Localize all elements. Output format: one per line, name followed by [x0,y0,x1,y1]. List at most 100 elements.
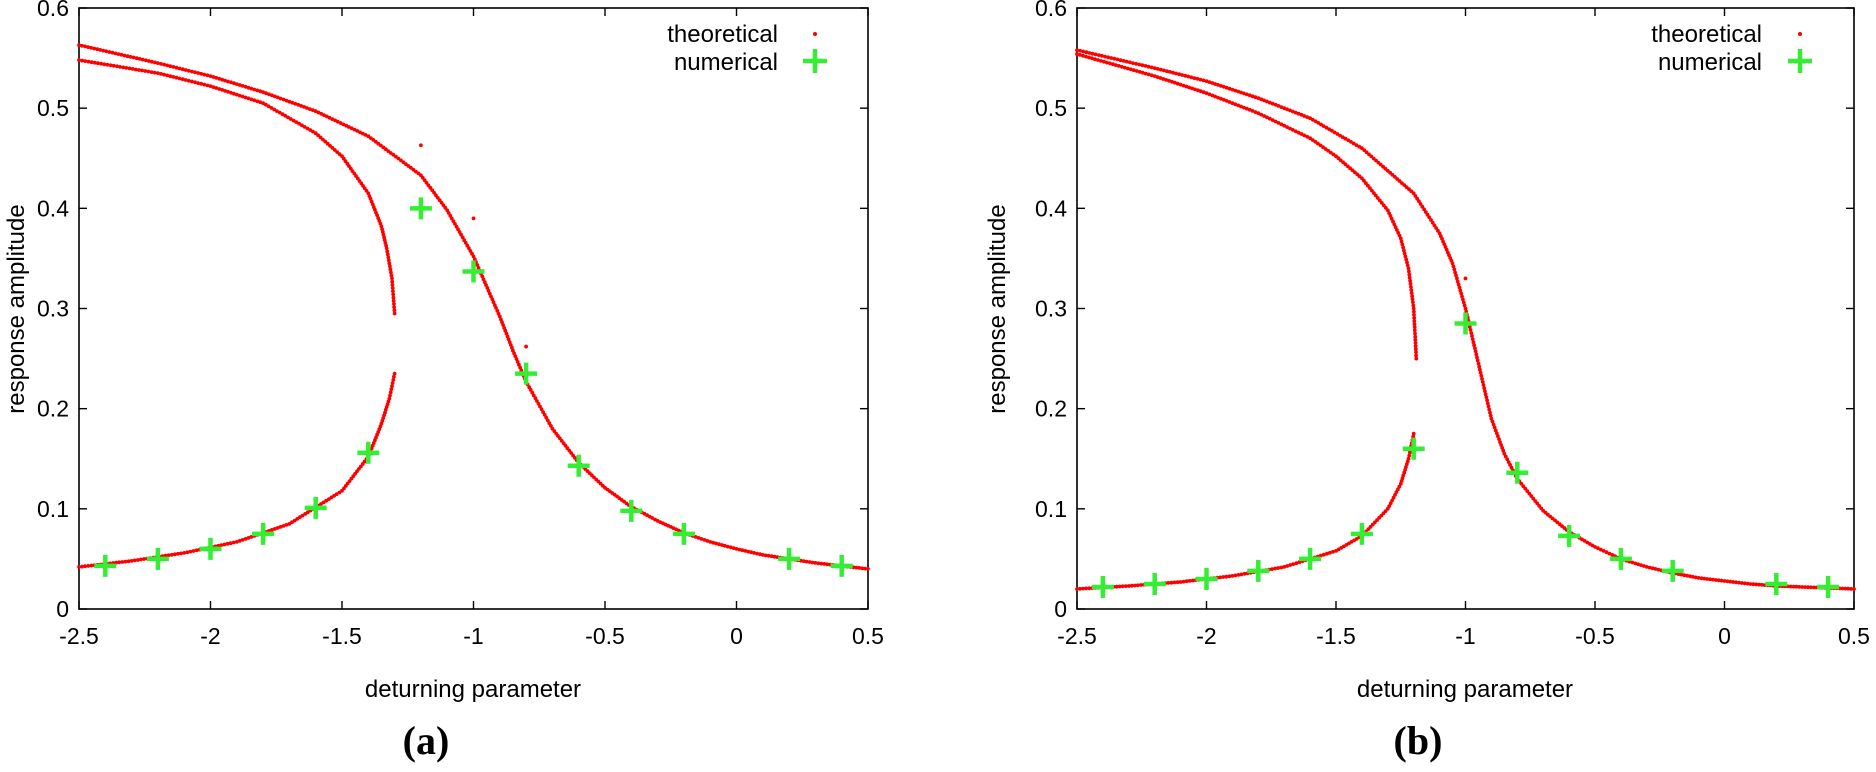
theoretical-point [123,559,128,564]
theoretical-point [133,67,138,72]
theoretical-point [1216,83,1220,87]
theoretical-point [1404,257,1409,262]
theoretical-point [696,536,701,540]
theoretical-point [549,424,553,428]
theoretical-point [1411,191,1416,196]
theoretical-point [171,75,176,79]
y-axis-ticks: 0 0.1 0.2 0.3 0.4 0.5 0.6 [37,0,868,622]
theoretical-point [763,553,768,558]
theoretical-point [114,560,118,565]
theoretical-point [1389,216,1394,221]
theoretical-point [237,83,242,87]
theoretical-point [737,547,742,552]
theoretical-point [389,387,394,392]
theoretical-point [1184,579,1189,584]
theoretical-point [1116,64,1121,68]
theoretical-point [1607,551,1612,556]
theoretical-point [1207,80,1212,84]
theoretical-point [758,552,762,557]
theoretical-point [1155,67,1160,71]
theoretical-point [278,525,283,529]
theoretical-point [807,560,812,564]
theoretical-point [1414,350,1418,355]
theoretical-point [1189,75,1194,80]
legend-label-numerical: numerical [674,49,778,76]
theoretical-point [118,65,122,69]
x-tick-label: -0.5 [585,623,625,649]
theoretical-point [1256,96,1261,100]
theoretical-point [1103,54,1107,59]
theoretical-point [722,543,727,548]
theoretical-point [300,513,305,518]
theoretical-point [1321,124,1326,128]
theoretical-point [1405,263,1410,268]
y-tick-label: 0.4 [37,195,69,221]
theoretical-point [193,70,197,75]
theoretical-point [1463,306,1468,311]
theoretical-point [193,80,197,85]
theoretical-point [261,90,265,94]
theoretical-point [246,85,251,90]
theoretical-point [1279,105,1284,109]
x-tick-label: 0 [730,623,743,649]
theoretical-point [1481,383,1486,387]
x-tick-label: -2 [200,623,220,649]
theoretical-point [1411,306,1416,311]
theoretical-point [1757,582,1761,587]
theoretical-point [185,550,190,555]
theoretical-point [1354,143,1359,148]
theoretical-point [1224,85,1229,90]
theoretical-point [769,554,774,559]
theoretical-point [1190,86,1194,91]
y-tick-label: 0 [56,596,69,622]
theoretical-point [731,546,736,550]
theoretical-point [485,286,490,290]
theoretical-point [1267,116,1272,121]
theoretical-point [1417,199,1421,204]
theoretical-point [720,543,724,547]
theoretical-point [111,63,116,68]
theoretical-point [92,46,97,51]
theoretical-point [1480,377,1484,381]
numerical-point [1817,575,1840,598]
numerical-point [620,499,643,522]
theoretical-point [490,297,495,302]
theoretical-point [1407,269,1411,274]
numerical-point [515,362,538,385]
theoretical-point [1332,130,1337,135]
theoretical-point [171,65,176,69]
theoretical-point [104,49,109,54]
theoretical-point [237,93,242,98]
theoretical-point [143,58,148,63]
theoretical-point [1469,331,1474,335]
numerical-point [357,441,380,464]
theoretical-point [169,552,174,557]
theoretical-point [1508,463,1512,467]
theoretical-point [1152,66,1157,70]
theoretical-point [385,252,390,257]
theoretical-point [1455,276,1459,281]
theoretical-point [1146,64,1151,69]
theoretical-point [1169,580,1174,585]
theoretical-point [386,255,391,260]
theoretical-point [1290,109,1295,114]
theoretical-point [1808,585,1813,590]
theoretical-point [1308,136,1312,141]
theoretical-point [1170,79,1174,84]
theoretical-point [1422,207,1426,212]
theoretical-point [128,55,133,59]
theoretical-point [1140,63,1145,68]
theoretical-point [1716,578,1721,583]
theoretical-point [1090,51,1095,56]
theoretical-point [1728,579,1733,584]
theoretical-point [391,295,396,300]
theoretical-point [1405,260,1409,265]
theoretical-point [1745,581,1750,586]
theoretical-point [83,564,88,569]
theoretical-point [1164,78,1169,82]
theoretical-point [1682,573,1687,578]
theoretical-point [1486,404,1491,409]
theoretical-point [1227,86,1232,91]
theoretical-point [1748,582,1753,586]
legend: theoretical numerical [667,21,827,76]
